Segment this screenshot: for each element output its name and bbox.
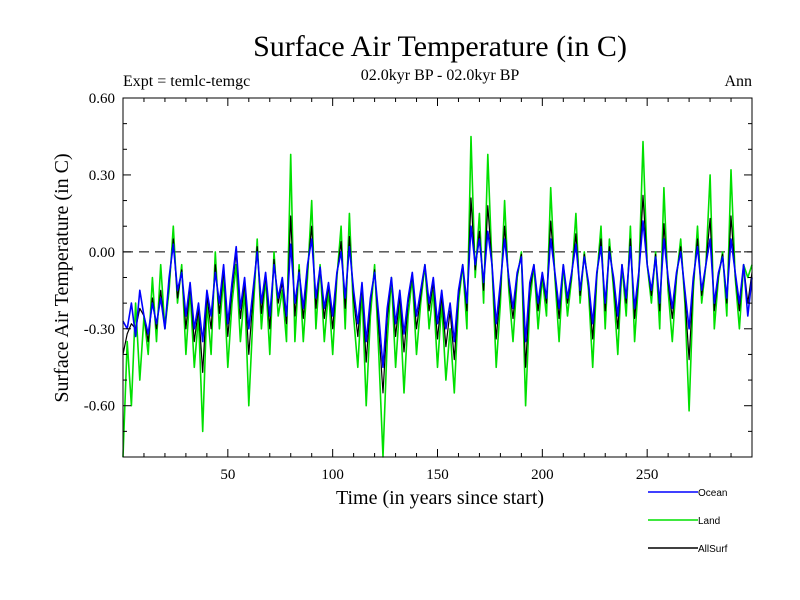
series-line-land	[122, 135, 753, 458]
chart-subtitle: 02.0kyr BP - 02.0kyr BP	[361, 67, 520, 84]
legend-label-ocean: Ocean	[698, 488, 727, 499]
series-line-ocean	[122, 220, 753, 369]
y-tick-label: -0.60	[84, 399, 115, 415]
plot-area: 50 100 150 200 250 0.60 0.30 0.00 -0.30 -0.60	[84, 91, 753, 483]
y-axis-label: Surface Air Temperature (in C)	[51, 153, 73, 402]
experiment-label: Expt = temlc-temgc	[123, 73, 250, 90]
y-tick-label: -0.30	[84, 322, 115, 338]
season-label: Ann	[724, 73, 752, 90]
legend: Ocean Land AllSurf	[648, 488, 728, 555]
legend-label-allsurf: AllSurf	[698, 544, 728, 555]
x-tick-label: 200	[531, 467, 554, 483]
x-tick-label: 250	[636, 467, 659, 483]
y-tick-label: 0.30	[89, 168, 115, 184]
y-tick-label: 0.60	[89, 91, 115, 107]
chart-title: Surface Air Temperature (in C)	[253, 30, 627, 63]
x-tick-label: 100	[321, 467, 344, 483]
legend-label-land: Land	[698, 516, 720, 527]
y-tick-label: 0.00	[89, 245, 115, 261]
x-tick-label: 50	[220, 467, 235, 483]
x-tick-label: 150	[426, 467, 449, 483]
x-axis-label: Time (in years since start)	[336, 487, 544, 509]
